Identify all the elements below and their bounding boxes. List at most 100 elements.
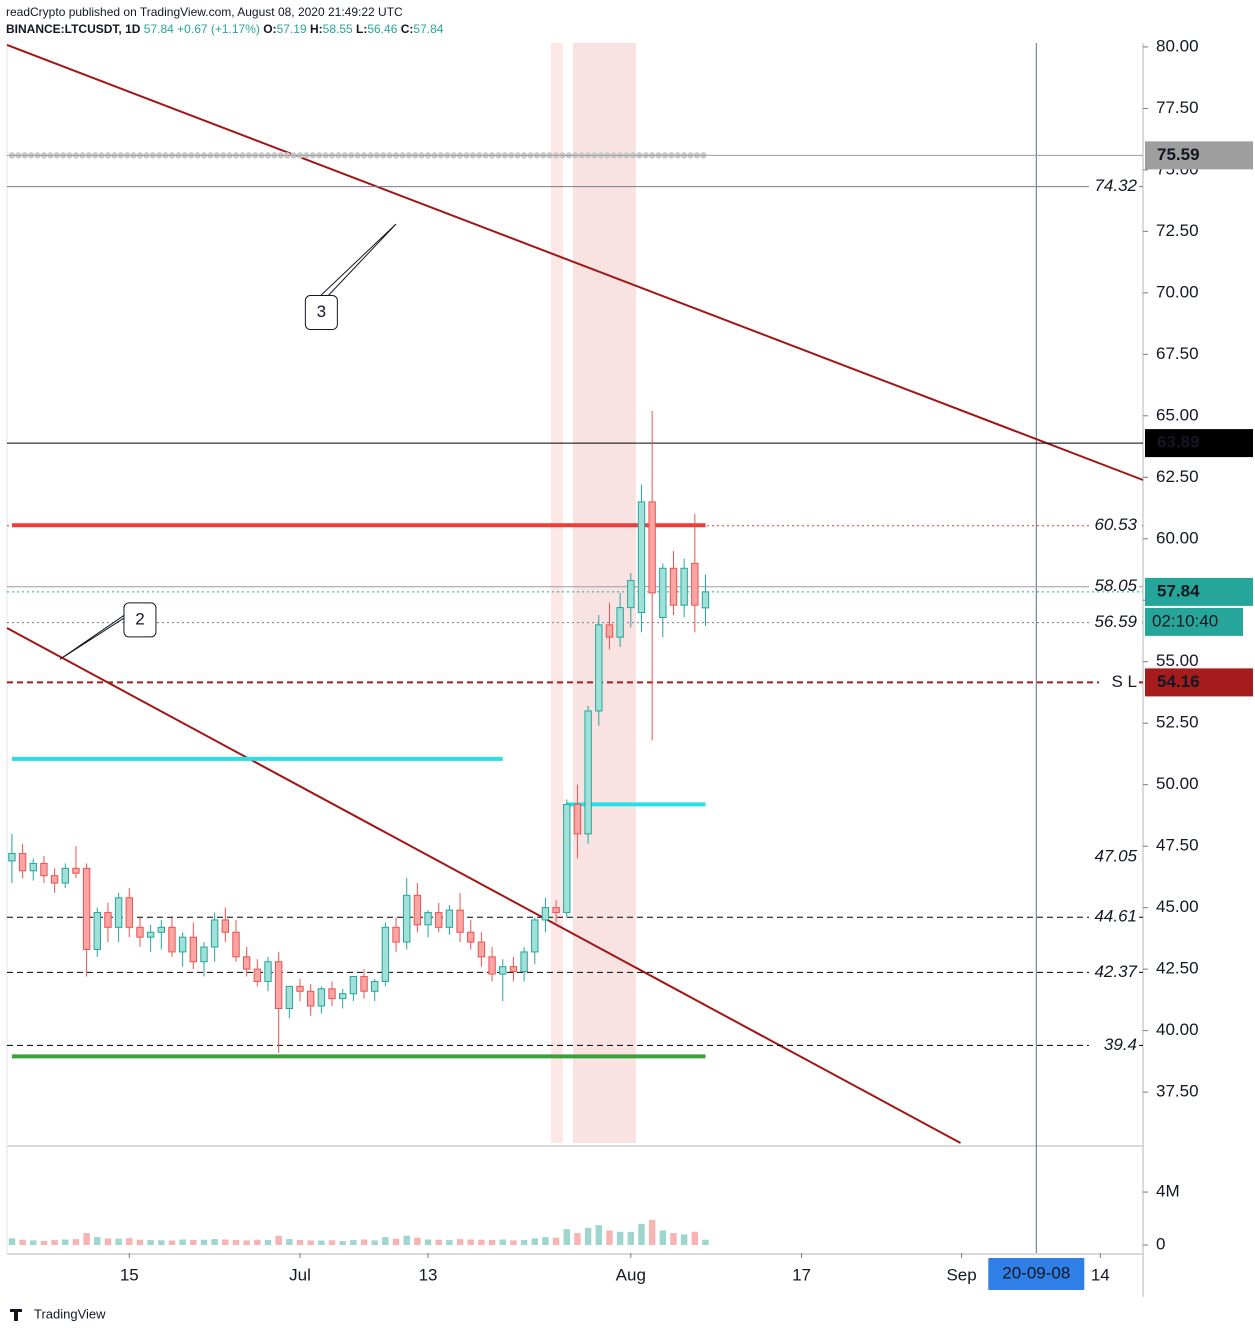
volume-bar (40, 1241, 48, 1246)
countdown-box (1145, 607, 1243, 636)
callout-pointer (313, 223, 397, 303)
volume-bar (680, 1234, 688, 1246)
candle-body (242, 956, 251, 970)
y-tick-label: 47.50 (1156, 836, 1199, 855)
candle-body (477, 941, 486, 958)
volume-bar (648, 1219, 656, 1246)
y-tick-label: 70.00 (1156, 282, 1199, 301)
volume-bar (264, 1240, 272, 1246)
candle-body (264, 961, 272, 982)
volume-bar (392, 1238, 400, 1246)
level-label-bg (1089, 1035, 1139, 1056)
level-box-label: 75.59 (1157, 145, 1200, 164)
y2-tick-label: 4M (1156, 1182, 1180, 1201)
volume-bar (296, 1240, 304, 1246)
level-box (1145, 429, 1253, 458)
volume-bar (286, 1239, 293, 1246)
candle-body (435, 912, 443, 928)
last: 57.84 (143, 22, 174, 36)
level-box (1145, 141, 1253, 170)
callout-box (123, 602, 157, 638)
candle-body (93, 912, 101, 950)
candle-body (146, 931, 155, 938)
candle-body (413, 894, 422, 926)
symbol-line: BINANCE:LTCUSDT, 1D 57.84 +0.67 (+1.17%)… (6, 21, 443, 38)
volume-bar (62, 1239, 69, 1246)
level-label: 42.37 (1094, 962, 1137, 981)
change: +0.67 (+1.17%) (177, 22, 260, 36)
trendline (6, 627, 962, 1144)
level-box (1145, 577, 1253, 606)
y-tick-label: 60.00 (1156, 528, 1199, 547)
volume-bar (72, 1239, 80, 1246)
volume-bar (606, 1230, 613, 1246)
candle-body (701, 591, 710, 609)
level-label: 60.53 (1094, 515, 1137, 534)
candle-body (680, 567, 688, 606)
highlight-band (573, 43, 636, 1143)
candle-body (8, 853, 16, 862)
y-tick-label: 55.00 (1156, 651, 1199, 670)
volume-bar (126, 1238, 133, 1246)
volume-bar (638, 1223, 645, 1246)
candle-body (306, 990, 315, 1007)
level-box-label: 63.89 (1157, 433, 1200, 452)
y-tick-label: 80.00 (1156, 36, 1199, 55)
candle-body (178, 936, 187, 953)
volume-bar (424, 1239, 432, 1246)
volume-bar (659, 1230, 667, 1246)
level-note-bg (1099, 672, 1139, 693)
x-tick-label: 13 (419, 1265, 438, 1284)
volume-bar (211, 1239, 218, 1246)
candle-body (168, 926, 176, 953)
candle-body (360, 976, 368, 992)
volume-bar (275, 1235, 282, 1246)
callout-label: 3 (317, 302, 326, 321)
y-tick-label: 45.00 (1156, 897, 1199, 916)
candle-body (595, 624, 603, 712)
volume-bar (51, 1240, 58, 1246)
volume-bar (414, 1237, 421, 1246)
volume-bar (328, 1240, 336, 1246)
callout-box (304, 295, 338, 331)
candle-body (381, 926, 390, 982)
candle-body (285, 985, 294, 1009)
y-tick-label: 65.00 (1156, 405, 1199, 424)
publisher: readCrypto published on TradingView.com,… (6, 5, 403, 19)
candle-body (18, 853, 27, 872)
y-tick-label: 72.50 (1156, 221, 1199, 240)
volume-bar (307, 1240, 314, 1246)
level-label-bg (1089, 576, 1139, 597)
volume-bar (222, 1239, 229, 1246)
level-label: 39.4 (1104, 1035, 1137, 1054)
x-tick-label: 15 (120, 1265, 139, 1284)
y-tick-label: 77.50 (1156, 98, 1199, 117)
candle-body (232, 931, 240, 958)
volume-bar (179, 1239, 186, 1246)
volume-bar (446, 1240, 453, 1246)
candle-body (274, 961, 283, 1009)
volume-bar (190, 1240, 197, 1246)
candle-body (221, 919, 230, 933)
level-label: 56.59 (1094, 612, 1137, 631)
volume-bar (520, 1240, 528, 1246)
close: 57.84 (413, 22, 444, 36)
y-tick-label: 37.50 (1156, 1082, 1199, 1101)
y2-tick-label: 0 (1156, 1235, 1165, 1254)
level-label-bg (1089, 907, 1139, 928)
low-label: L: (356, 22, 368, 36)
open: 57.19 (276, 22, 307, 36)
volume-bar (19, 1239, 26, 1246)
candle-body (157, 926, 165, 933)
level-box-label: 54.16 (1157, 672, 1200, 691)
volume-bar (510, 1240, 517, 1246)
volume-bar (339, 1241, 346, 1246)
level-label: 44.61 (1094, 907, 1137, 926)
y-tick-label: 67.50 (1156, 344, 1199, 363)
candle-body (50, 875, 59, 884)
volume-bar (691, 1231, 699, 1246)
level-label: 74.32 (1094, 176, 1137, 195)
candle-body (210, 919, 219, 948)
volume-bar (200, 1239, 208, 1246)
